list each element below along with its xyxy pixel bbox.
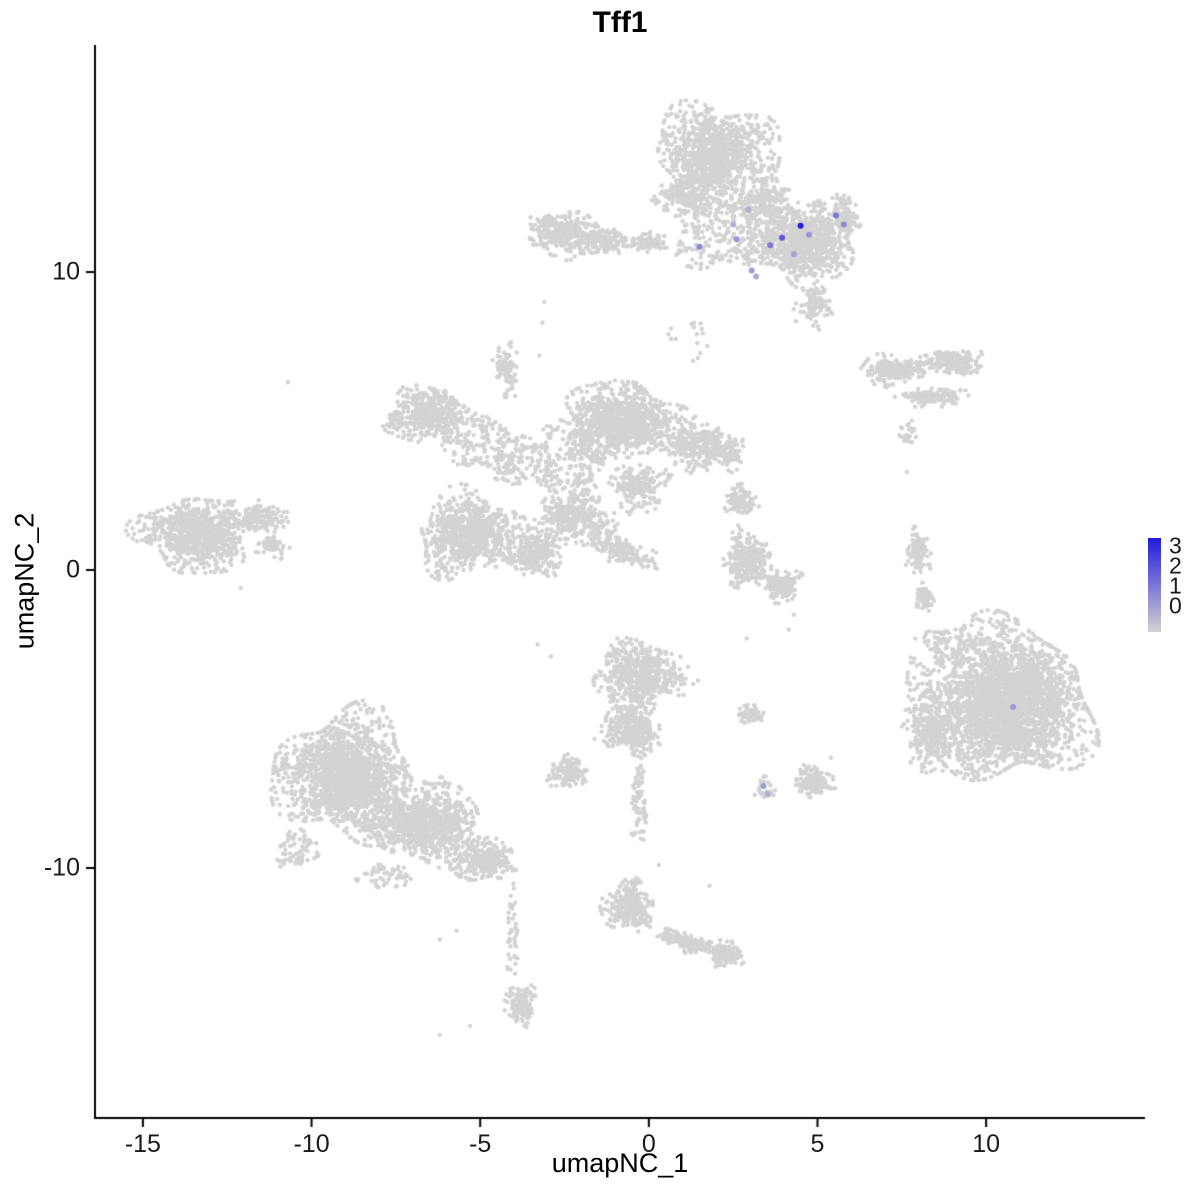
x-tick-label: -10 xyxy=(293,1130,330,1158)
legend-tick-label: 0 xyxy=(1169,592,1182,619)
x-tick-label: 10 xyxy=(972,1130,1001,1158)
x-tick-label: 0 xyxy=(641,1130,656,1158)
y-tick-label: -10 xyxy=(43,853,80,882)
x-tick-label: 5 xyxy=(810,1130,825,1158)
plot-title: Tff1 xyxy=(592,6,648,39)
y-tick-label: 10 xyxy=(52,257,80,286)
legend-tick-label: 3 xyxy=(1169,532,1182,559)
x-axis-label: umapNC_1 xyxy=(551,1148,689,1178)
legend-tick-label: 2 xyxy=(1169,552,1182,579)
x-tick-label: -15 xyxy=(124,1130,161,1158)
x-tick-label: -5 xyxy=(469,1130,492,1158)
y-axis-label: umapNC_2 xyxy=(9,512,40,650)
legend-tick-label: 1 xyxy=(1169,572,1182,599)
legend-gradient-bar xyxy=(1148,538,1161,632)
y-tick-label: 0 xyxy=(66,555,80,584)
